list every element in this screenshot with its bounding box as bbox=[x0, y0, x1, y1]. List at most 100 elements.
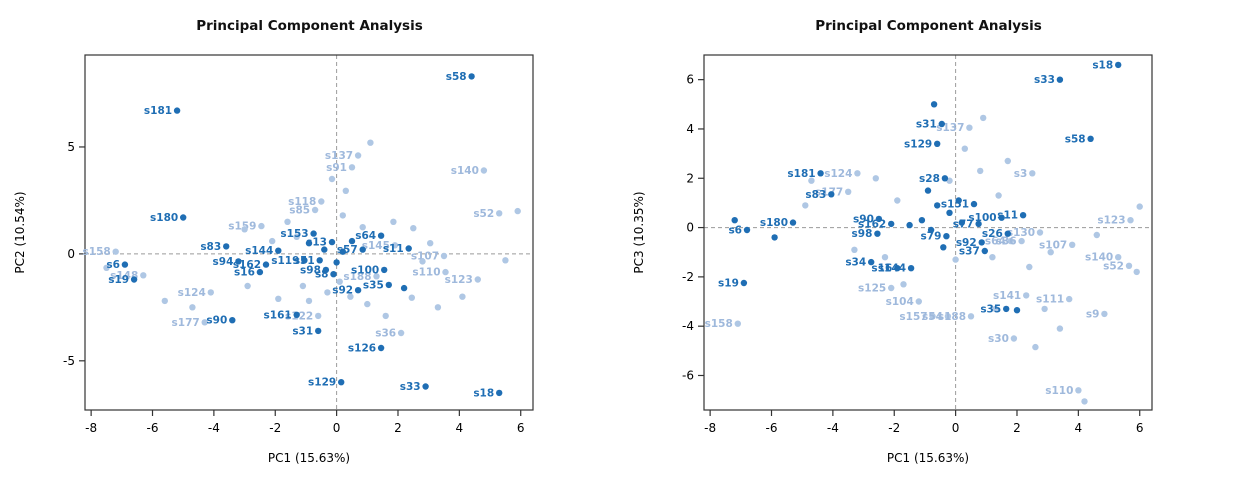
point-label-s177: s177 bbox=[172, 317, 200, 329]
point-label-s11: s11 bbox=[997, 210, 1018, 222]
point-label-s90: s90 bbox=[853, 213, 874, 225]
point-label-s18: s18 bbox=[1092, 59, 1113, 71]
data-point bbox=[408, 294, 415, 301]
data-point bbox=[1026, 263, 1033, 271]
point-label-s162: s162 bbox=[233, 259, 261, 271]
y-tick-label: 0 bbox=[67, 247, 75, 261]
point-label-s16: s16 bbox=[234, 267, 255, 279]
data-point bbox=[359, 224, 366, 231]
data-point-s161 bbox=[293, 311, 300, 318]
chart-canvas: -8 -6 -4 -2 0 2 4 6 -6 -4 -2 0 2 4 6 PC1 (15.63%) PC3 (1… bbox=[632, 54, 1153, 465]
y-tick-label: 6 bbox=[686, 73, 694, 87]
point-label-s110: s110 bbox=[1045, 385, 1073, 397]
point-label-s6: s6 bbox=[728, 225, 742, 237]
data-point bbox=[367, 139, 374, 146]
data-point bbox=[1041, 305, 1048, 313]
point-label-s6: s6 bbox=[106, 259, 120, 271]
data-point-s125 bbox=[888, 284, 895, 292]
point-label-s33: s33 bbox=[1034, 74, 1055, 86]
point-label-s91: s91 bbox=[326, 162, 347, 174]
data-point-s16 bbox=[256, 268, 264, 276]
data-point bbox=[284, 218, 291, 225]
data-point bbox=[1004, 157, 1011, 165]
data-point-s31 bbox=[938, 120, 945, 128]
point-label-s16: s16 bbox=[871, 263, 892, 275]
point-label-s129: s129 bbox=[308, 377, 336, 389]
data-point bbox=[419, 258, 426, 265]
data-point-s100 bbox=[998, 214, 1005, 221]
data-point bbox=[1047, 249, 1054, 256]
data-point bbox=[364, 300, 371, 308]
data-point bbox=[1136, 203, 1143, 210]
point-label-s140: s140 bbox=[1085, 252, 1113, 264]
data-point bbox=[946, 209, 953, 216]
point-label-s92: s92 bbox=[956, 237, 977, 249]
point-label-s98: s98 bbox=[852, 228, 873, 240]
data-point-s6 bbox=[121, 261, 129, 268]
point-label-s35: s35 bbox=[363, 279, 384, 291]
pca-chart-pc1-pc2: Principal Component Analysis -8 -6 -4 -2 0 2 4… bbox=[13, 18, 534, 465]
data-point bbox=[400, 284, 408, 292]
data-point-s52 bbox=[496, 210, 503, 217]
point-label-s11: s11 bbox=[383, 243, 404, 255]
data-point bbox=[906, 221, 913, 229]
data-point bbox=[244, 282, 251, 290]
data-point bbox=[275, 295, 282, 302]
point-label-s26: s26 bbox=[982, 228, 1003, 240]
x-tick-label: -4 bbox=[827, 421, 839, 435]
point-label-s137: s137 bbox=[325, 150, 353, 162]
chart-title-left: Principal Component Analysis bbox=[196, 18, 423, 34]
data-point bbox=[324, 289, 331, 296]
data-point-s177 bbox=[845, 188, 852, 195]
data-point-s36 bbox=[397, 329, 405, 337]
data-point-s64 bbox=[377, 232, 385, 239]
data-point bbox=[1133, 268, 1140, 276]
point-label-s181: s181 bbox=[787, 168, 815, 180]
data-point-s83 bbox=[223, 243, 230, 250]
data-point-s31 bbox=[315, 327, 322, 335]
point-label-s159: s159 bbox=[228, 221, 256, 233]
point-label-s144: s144 bbox=[245, 245, 273, 257]
data-point-s35 bbox=[385, 281, 392, 289]
point-label-s157: s157 bbox=[899, 311, 927, 323]
point-label-s3: s3 bbox=[1014, 168, 1028, 180]
point-label-s153: s153 bbox=[280, 228, 308, 240]
data-point bbox=[305, 297, 313, 305]
point-label-s188: s188 bbox=[343, 271, 371, 283]
data-point bbox=[771, 234, 778, 241]
data-point-s129 bbox=[338, 379, 345, 386]
data-point-s35 bbox=[1003, 305, 1010, 313]
data-point bbox=[321, 246, 328, 253]
data-point bbox=[992, 305, 999, 313]
data-point-s188 bbox=[373, 273, 380, 280]
x-tick-label: -6 bbox=[766, 421, 778, 435]
data-point-s137 bbox=[966, 124, 973, 131]
x-tick-label: 2 bbox=[1013, 421, 1021, 435]
point-label-s94: s94 bbox=[213, 256, 234, 268]
data-point-s158 bbox=[734, 320, 741, 327]
point-label-s54: s54 bbox=[922, 311, 943, 323]
data-point-s9 bbox=[1101, 310, 1108, 318]
point-label-s161: s161 bbox=[264, 309, 292, 321]
y-axis-label: PC2 (10.54%) bbox=[13, 191, 27, 273]
data-point bbox=[934, 202, 941, 209]
data-point-s18 bbox=[1115, 61, 1122, 69]
data-point-s90 bbox=[875, 215, 883, 223]
x-tick-label: -6 bbox=[147, 421, 159, 435]
data-point bbox=[872, 175, 879, 182]
data-point bbox=[918, 217, 926, 224]
data-point bbox=[977, 167, 984, 175]
point-label-s180: s180 bbox=[150, 212, 178, 224]
data-point-s37 bbox=[981, 247, 988, 255]
y-tick-label: 5 bbox=[67, 140, 75, 154]
data-point bbox=[927, 226, 935, 234]
data-point-s118 bbox=[318, 198, 325, 205]
data-point bbox=[299, 282, 307, 290]
data-point bbox=[241, 226, 248, 233]
chart-title-right: Principal Component Analysis bbox=[815, 18, 1042, 34]
data-point-s110 bbox=[442, 268, 449, 276]
data-point bbox=[952, 256, 959, 263]
data-point-s100 bbox=[381, 266, 388, 274]
point-label-s100: s100 bbox=[351, 264, 379, 276]
x-tick-label: 0 bbox=[952, 421, 960, 435]
